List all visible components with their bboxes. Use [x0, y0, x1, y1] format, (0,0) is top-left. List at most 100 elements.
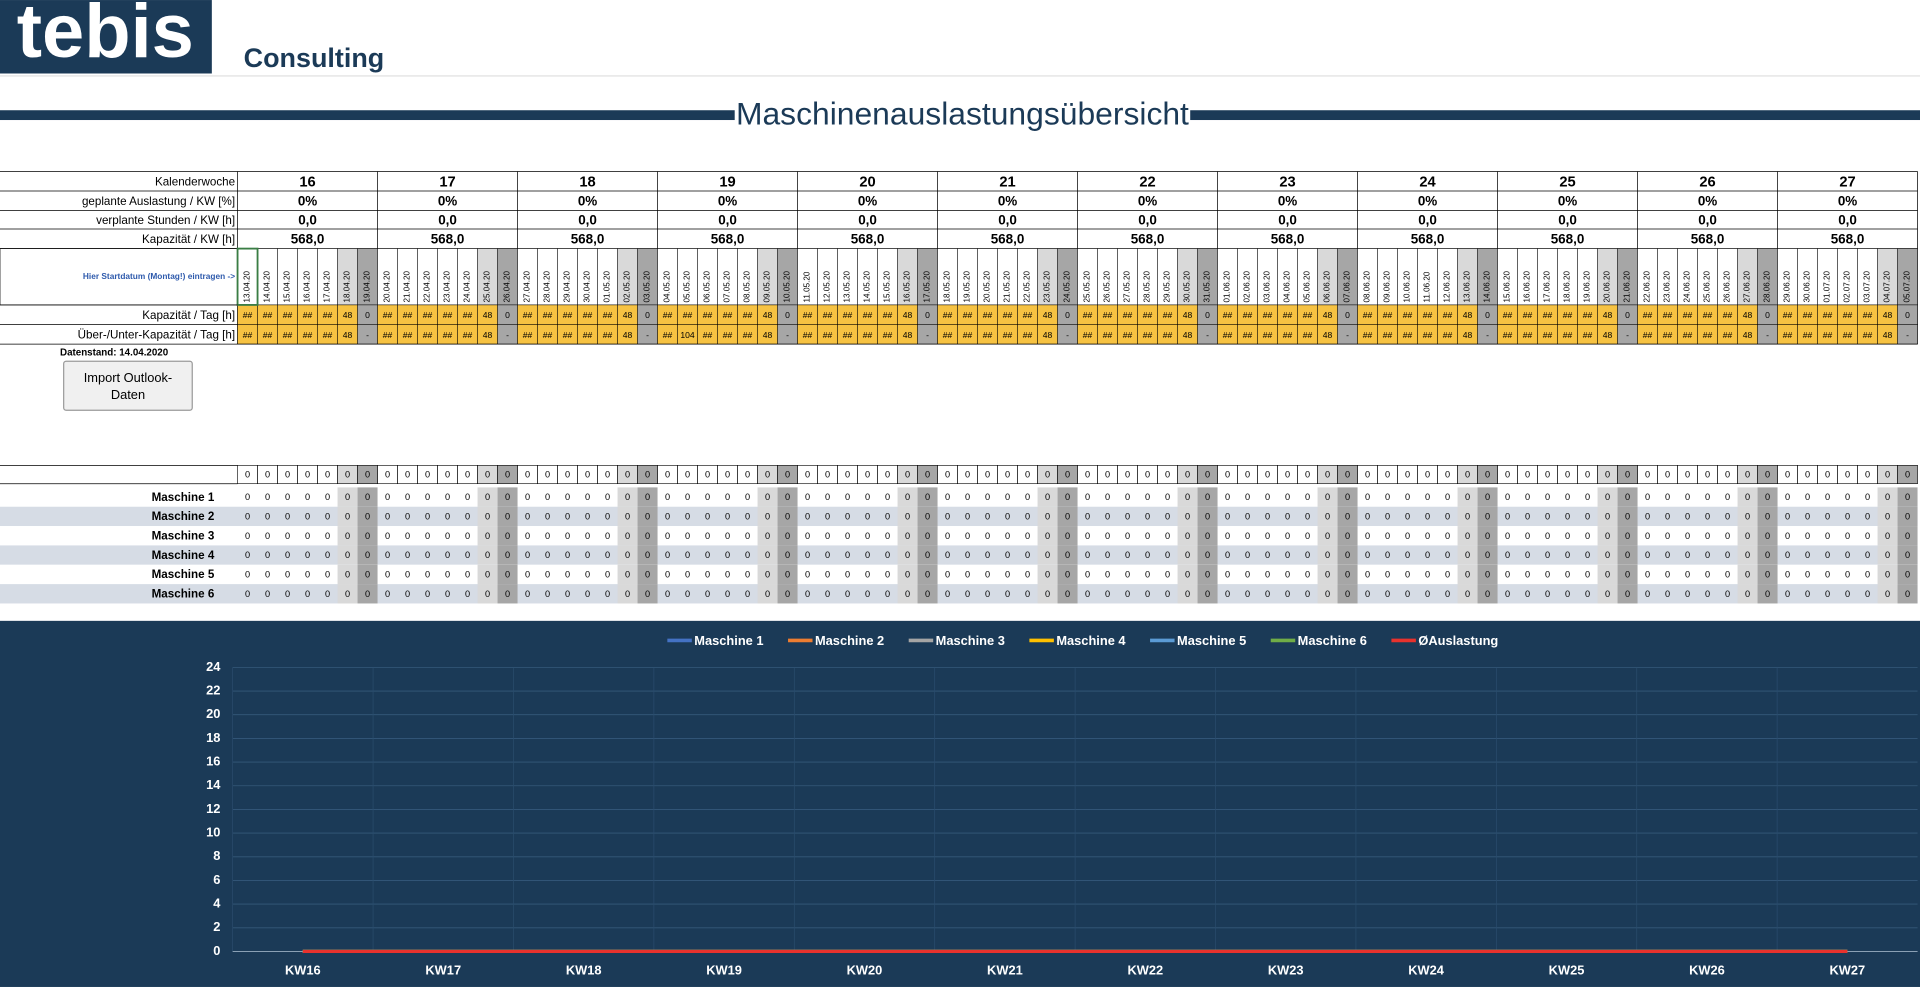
- legend-label[interactable]: Maschine 1: [694, 633, 763, 648]
- weekend-cell: [637, 584, 658, 604]
- daily-balance: ##: [1403, 330, 1413, 340]
- machine-hours: 0: [865, 570, 870, 580]
- machine-hours: 0: [405, 512, 410, 522]
- machine-hours: 0: [565, 492, 570, 502]
- weekend-cell: [1457, 506, 1478, 527]
- daily-balance: 48: [1743, 330, 1753, 340]
- machine-hours: 0: [665, 589, 670, 599]
- machine-hours: 0: [625, 492, 630, 502]
- machine-hours: 0: [425, 589, 430, 599]
- machine-hours: 0: [1645, 512, 1650, 522]
- daily-balance: ##: [1583, 330, 1593, 340]
- weekend-cell: [1617, 564, 1638, 585]
- total: 0: [365, 470, 370, 480]
- daily-balance: ##: [543, 330, 553, 340]
- daily-balance: ##: [943, 330, 953, 340]
- total: 0: [585, 470, 590, 480]
- machine-hours: 0: [1005, 512, 1010, 522]
- week-cell: 568,0: [1131, 232, 1165, 247]
- machine-hours: 0: [1785, 589, 1790, 599]
- legend-label[interactable]: Maschine 5: [1177, 633, 1246, 648]
- machine-hours: 0: [1285, 589, 1290, 599]
- machine-hours: 0: [1825, 550, 1830, 560]
- machine-hours: 0: [765, 531, 770, 541]
- daily-capacity: ##: [863, 310, 873, 320]
- daily-balance: -: [1626, 330, 1629, 340]
- machine-hours: 0: [685, 531, 690, 541]
- machine-hours: 0: [805, 512, 810, 522]
- machine-hours: 0: [1705, 550, 1710, 560]
- machine-hours: 0: [1145, 531, 1150, 541]
- machine-hours: 0: [1545, 531, 1550, 541]
- machine-hours: 0: [1205, 512, 1210, 522]
- machine-hours: 0: [285, 570, 290, 580]
- machine-hours: 0: [1305, 531, 1310, 541]
- weekend-cell: [637, 564, 658, 585]
- total: 0: [1365, 470, 1370, 480]
- machine-hours: 0: [1585, 531, 1590, 541]
- import-button-label[interactable]: Import Outlook-: [84, 370, 173, 385]
- week-cell: 0%: [718, 194, 737, 209]
- machine-hours: 0: [1545, 589, 1550, 599]
- week-cell: 0%: [1138, 194, 1157, 209]
- legend-label[interactable]: Maschine 4: [1056, 633, 1126, 648]
- weekend-cell: [337, 487, 358, 507]
- machine-hours: 0: [1705, 531, 1710, 541]
- daily-capacity: ##: [1523, 310, 1533, 320]
- machine-hours: 0: [585, 570, 590, 580]
- weekend-cell: [1617, 584, 1638, 604]
- machine-hours: 0: [1025, 492, 1030, 502]
- logo-box: [0, 0, 212, 74]
- weekend-cell: [1737, 506, 1758, 527]
- total: 0: [545, 470, 550, 480]
- machine-hours: 0: [1785, 570, 1790, 580]
- total: 0: [1045, 470, 1050, 480]
- machine-hours: 0: [1265, 570, 1270, 580]
- machine-hours: 0: [705, 492, 710, 502]
- total: 0: [865, 470, 870, 480]
- machine-hours: 0: [1305, 589, 1310, 599]
- machine-hours: 0: [545, 550, 550, 560]
- legend-label[interactable]: ØAuslastung: [1418, 633, 1498, 648]
- daily-balance: ##: [1863, 330, 1873, 340]
- machine-hours: 0: [365, 531, 370, 541]
- week-cell: 19: [719, 174, 735, 190]
- import-button-label[interactable]: Daten: [111, 387, 145, 402]
- total: 0: [265, 470, 270, 480]
- machine-hours: 0: [805, 570, 810, 580]
- daily-balance: ##: [243, 330, 253, 340]
- machine-hours: 0: [1345, 531, 1350, 541]
- total: 0: [1885, 470, 1890, 480]
- legend-label[interactable]: Maschine 2: [815, 633, 884, 648]
- weekend-cell: [1337, 584, 1358, 604]
- daily-balance: 48: [1463, 330, 1473, 340]
- daily-capacity: ##: [283, 310, 293, 320]
- legend-label[interactable]: Maschine 3: [936, 633, 1005, 648]
- machine-hours: 0: [725, 531, 730, 541]
- machine-hours: 0: [905, 531, 910, 541]
- machine-hours: 0: [1285, 512, 1290, 522]
- machine-hours: 0: [945, 531, 950, 541]
- total: 0: [1665, 470, 1670, 480]
- total: 0: [1505, 470, 1510, 480]
- total: 0: [905, 470, 910, 480]
- daily-balance: ##: [303, 330, 313, 340]
- machine-hours: 0: [705, 512, 710, 522]
- total: 0: [1345, 470, 1350, 480]
- import-button[interactable]: [63, 360, 193, 411]
- daily-balance: 48: [623, 330, 633, 340]
- machine-hours: 0: [345, 512, 350, 522]
- daily-balance: ##: [1683, 330, 1693, 340]
- weekend-cell: [1337, 564, 1358, 585]
- total: 0: [985, 470, 990, 480]
- legend-label[interactable]: Maschine 6: [1298, 633, 1367, 648]
- date: 19.05.20: [963, 271, 972, 303]
- date: 16.04.20: [303, 271, 312, 303]
- daily-balance: ##: [1023, 330, 1033, 340]
- weekend-cell: [1177, 584, 1198, 604]
- date: 08.05.20: [743, 271, 752, 303]
- machine-hours: 0: [845, 589, 850, 599]
- machine-hours: 0: [1105, 589, 1110, 599]
- daily-balance: ##: [703, 330, 713, 340]
- machine-hours: 0: [1685, 550, 1690, 560]
